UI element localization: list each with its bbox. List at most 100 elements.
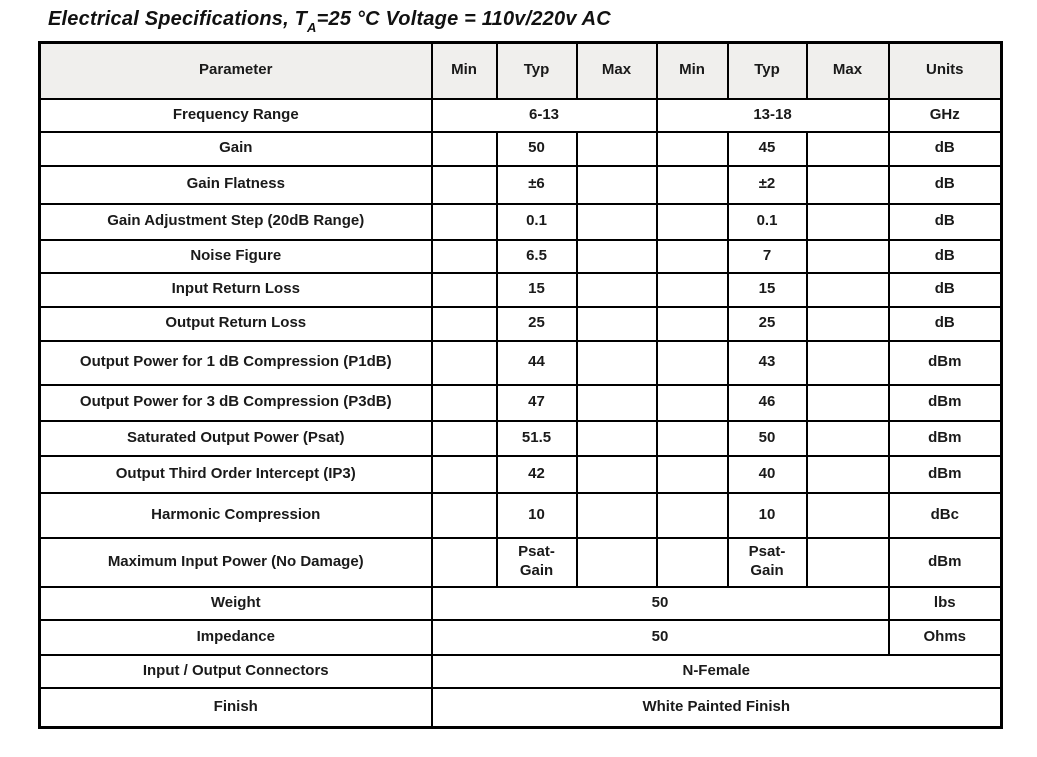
empty-cell xyxy=(575,536,658,588)
empty-cell xyxy=(430,305,498,342)
param-cell: Gain Adjustment Step (20dB Range) xyxy=(38,202,433,241)
empty-cell xyxy=(655,164,729,205)
value-cell: 6.5 xyxy=(495,238,578,274)
column-header-max: Max xyxy=(575,41,658,100)
empty-cell xyxy=(430,454,498,494)
page-title: Electrical Specifications, TA=25 °C Volt… xyxy=(0,0,1037,41)
title-subscript: A xyxy=(307,20,317,35)
empty-cell xyxy=(430,491,498,539)
value-cell: 50 xyxy=(726,419,808,457)
empty-cell xyxy=(430,238,498,274)
value-cell: White Painted Finish xyxy=(430,686,1003,729)
value-cell: 10 xyxy=(726,491,808,539)
empty-cell xyxy=(655,419,729,457)
table-row: Noise Figure 6.5 7 dB xyxy=(38,238,1003,274)
units-cell: dB xyxy=(887,130,1003,167)
empty-cell xyxy=(655,454,729,494)
table-row: Output Power for 1 dB Compression (P1dB)… xyxy=(38,339,1003,386)
units-cell: dBm xyxy=(887,454,1003,494)
empty-cell xyxy=(805,164,890,205)
empty-cell xyxy=(430,339,498,386)
empty-cell xyxy=(575,454,658,494)
empty-cell xyxy=(430,383,498,422)
empty-cell xyxy=(575,238,658,274)
param-cell: Weight xyxy=(38,585,433,621)
value-cell: ±6 xyxy=(495,164,578,205)
units-cell: dB xyxy=(887,305,1003,342)
title-suffix: =25 °C Voltage = 110v/220v AC xyxy=(316,8,611,30)
empty-cell xyxy=(430,164,498,205)
value-cell: 46 xyxy=(726,383,808,422)
empty-cell xyxy=(575,130,658,167)
units-cell: dBm xyxy=(887,419,1003,457)
table-row: Weight 50 lbs xyxy=(38,585,1003,621)
empty-cell xyxy=(655,536,729,588)
units-cell: lbs xyxy=(887,585,1003,621)
empty-cell xyxy=(805,202,890,241)
empty-cell xyxy=(655,305,729,342)
title-prefix: Electrical Specifications, T xyxy=(48,8,308,30)
empty-cell xyxy=(575,271,658,308)
empty-cell xyxy=(575,305,658,342)
value-cell: 15 xyxy=(726,271,808,308)
table-row: Finish White Painted Finish xyxy=(38,686,1003,729)
param-cell: Finish xyxy=(38,686,433,729)
empty-cell xyxy=(575,491,658,539)
empty-cell xyxy=(805,454,890,494)
column-header-units: Units xyxy=(887,41,1003,100)
value-cell: 25 xyxy=(495,305,578,342)
value-cell: Psat- Gain xyxy=(495,536,578,588)
param-cell: Maximum Input Power (No Damage) xyxy=(38,536,433,588)
empty-cell xyxy=(430,419,498,457)
value-cell: 40 xyxy=(726,454,808,494)
table-row: Input Return Loss 15 15 dB xyxy=(38,271,1003,308)
param-cell: Gain xyxy=(38,130,433,167)
table-row: Maximum Input Power (No Damage) Psat- Gai… xyxy=(38,536,1003,588)
empty-cell xyxy=(430,202,498,241)
units-cell: dB xyxy=(887,238,1003,274)
param-cell: Input / Output Connectors xyxy=(38,653,433,689)
empty-cell xyxy=(805,419,890,457)
column-header-typ: Typ xyxy=(726,41,808,100)
table-row: Saturated Output Power (Psat) 51.5 50 dBm xyxy=(38,419,1003,457)
units-cell: dB xyxy=(887,164,1003,205)
empty-cell xyxy=(805,238,890,274)
value-cell: 0.1 xyxy=(726,202,808,241)
empty-cell xyxy=(430,130,498,167)
column-header-min: Min xyxy=(655,41,729,100)
param-cell: Output Power for 3 dB Compression (P3dB) xyxy=(38,383,433,422)
table-row: Harmonic Compression 10 10 dBc xyxy=(38,491,1003,539)
value-cell: 13-18 xyxy=(655,97,890,133)
units-cell: dBm xyxy=(887,536,1003,588)
empty-cell xyxy=(575,419,658,457)
empty-cell xyxy=(805,339,890,386)
empty-cell xyxy=(805,536,890,588)
param-cell: Impedance xyxy=(38,618,433,656)
table-row: Output Power for 3 dB Compression (P3dB)… xyxy=(38,383,1003,422)
empty-cell xyxy=(805,491,890,539)
value-cell: 45 xyxy=(726,130,808,167)
value-cell: 10 xyxy=(495,491,578,539)
table-row: Impedance 50 Ohms xyxy=(38,618,1003,656)
param-cell: Output Return Loss xyxy=(38,305,433,342)
empty-cell xyxy=(430,536,498,588)
value-cell: Psat- Gain xyxy=(726,536,808,588)
empty-cell xyxy=(805,383,890,422)
column-header-parameter: Parameter xyxy=(38,41,433,100)
column-header-typ: Typ xyxy=(495,41,578,100)
value-cell: 51.5 xyxy=(495,419,578,457)
header-row: Parameter Min Typ Max Min Typ Max Units xyxy=(38,41,1003,100)
param-cell: Noise Figure xyxy=(38,238,433,274)
empty-cell xyxy=(655,130,729,167)
value-cell: 50 xyxy=(495,130,578,167)
value-cell: N-Female xyxy=(430,653,1003,689)
units-cell: GHz xyxy=(887,97,1003,133)
value-cell: 44 xyxy=(495,339,578,386)
value-cell: 43 xyxy=(726,339,808,386)
empty-cell xyxy=(575,164,658,205)
table-row: Gain Flatness ±6 ±2 dB xyxy=(38,164,1003,205)
empty-cell xyxy=(655,491,729,539)
value-cell: 42 xyxy=(495,454,578,494)
value-cell: 7 xyxy=(726,238,808,274)
param-cell: Output Power for 1 dB Compression (P1dB) xyxy=(38,339,433,386)
